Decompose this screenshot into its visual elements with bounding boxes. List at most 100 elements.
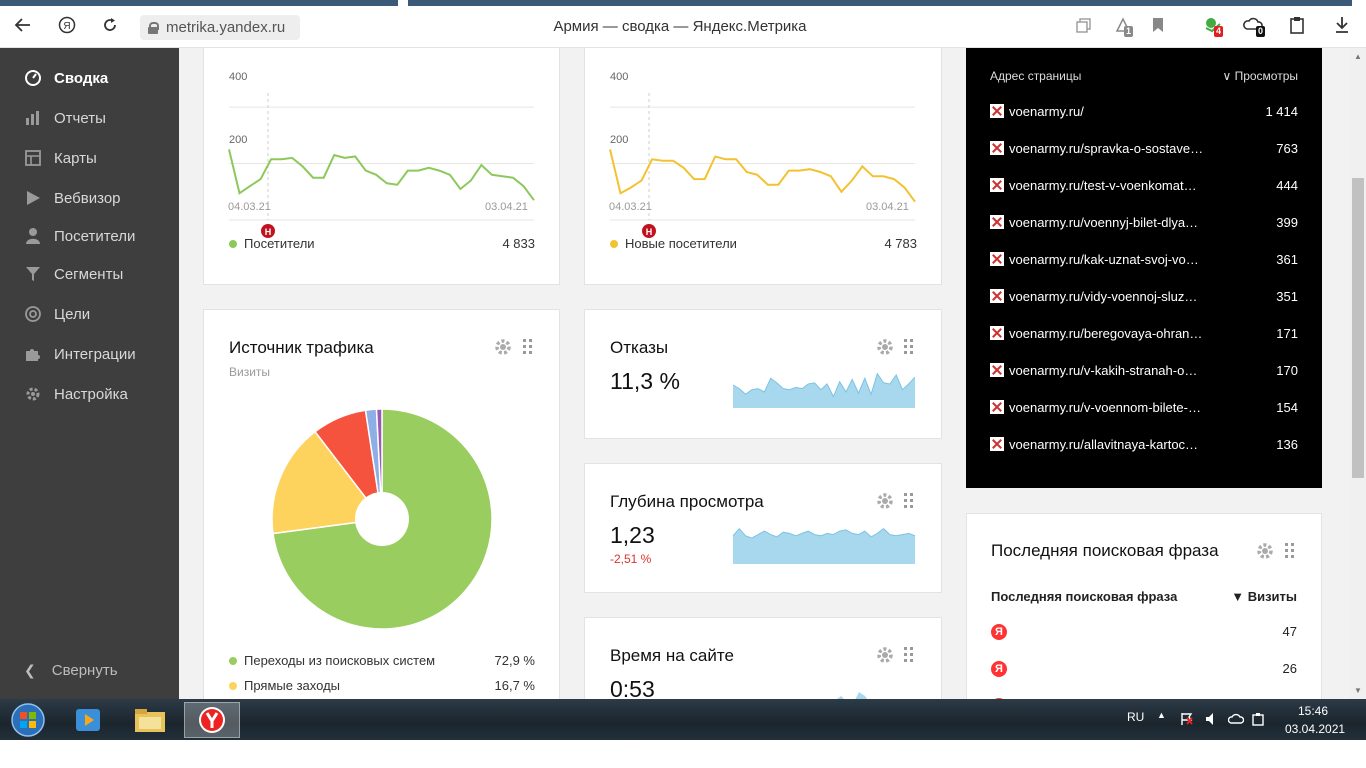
gear-icon[interactable] — [876, 492, 894, 510]
table-row[interactable]: voenarmy.ru/beregovaya-ohran… 171 — [990, 324, 1298, 342]
volume-icon[interactable] — [1205, 712, 1219, 726]
drag-handle-icon[interactable] — [904, 493, 914, 509]
table-row[interactable]: voenarmy.ru/allavitnaya-kartoc… 136 — [990, 435, 1298, 453]
sidebar-item-label: Карты — [54, 149, 97, 167]
network-icon[interactable] — [1228, 712, 1244, 726]
legend-dot — [229, 240, 237, 248]
legend-item[interactable]: Прямые заходы 16,7 % — [229, 678, 535, 693]
media-player-icon[interactable] — [60, 702, 116, 738]
page-url[interactable]: voenarmy.ru/test-v-voenkomat… — [1009, 177, 1197, 193]
reload-icon[interactable] — [99, 14, 121, 36]
popular-pages-widget: Адрес страницы ∨ Просмотры voenarmy.ru/1… — [966, 48, 1322, 488]
download-icon[interactable] — [1331, 14, 1353, 36]
address-bar[interactable]: metrika.yandex.ru — [140, 15, 300, 40]
page-url[interactable]: voenarmy.ru/vidy-voennoj-sluz… — [1009, 288, 1198, 304]
drag-handle-icon[interactable] — [904, 647, 914, 663]
sidebar-item-segments[interactable]: Сегменты — [0, 256, 179, 292]
mail-ext-icon[interactable]: 4 — [1202, 14, 1224, 37]
table-row[interactable]: voenarmy.ru/voennyj-bilet-dlya… 399 — [990, 213, 1298, 231]
table-row[interactable]: voenarmy.ru/v-kakih-stranah-o… 170 — [990, 361, 1298, 379]
x-tick-label: 03.04.21 — [485, 201, 528, 213]
column-header-page[interactable]: Адрес страницы — [990, 69, 1082, 83]
page-url[interactable]: voenarmy.ru/v-kakih-stranah-o… — [1009, 362, 1198, 378]
legend-item[interactable]: Переходы из поисковых систем 72,9 % — [229, 653, 535, 668]
pie-slice — [271, 430, 384, 535]
start-button[interactable] — [0, 702, 56, 738]
screen-bottom — [0, 740, 1366, 768]
drag-handle-icon[interactable] — [904, 339, 914, 355]
widget-title: Последняя поисковая фраза — [991, 541, 1219, 560]
page-url[interactable]: voenarmy.ru/spravka-o-sostave… — [1009, 140, 1204, 156]
widget-title: Время на сайте — [610, 646, 734, 665]
collapse-button[interactable]: ❮ Свернуть — [24, 662, 118, 679]
donut-hole — [355, 492, 409, 546]
sidebar-item-goals[interactable]: Цели — [0, 296, 179, 332]
language-indicator[interactable]: RU — [1127, 710, 1145, 724]
sidebar-item-settings[interactable]: Настройка — [0, 376, 179, 412]
clock-time[interactable]: 15:46 — [1298, 704, 1329, 718]
page-url[interactable]: voenarmy.ru/beregovaya-ohran… — [1009, 325, 1203, 341]
bookmark-icon[interactable] — [1147, 14, 1169, 36]
column-header-visits[interactable]: ▼ Визиты — [1231, 589, 1297, 604]
flag-icon[interactable] — [1180, 712, 1194, 726]
power-icon[interactable] — [1251, 712, 1265, 726]
sidebar-item-label: Интеграции — [54, 345, 136, 363]
table-row[interactable]: Я 47 — [991, 623, 1297, 640]
scrollbar-thumb[interactable] — [1352, 178, 1364, 478]
page-url[interactable]: voenarmy.ru/v-voennom-bilete-… — [1009, 399, 1201, 415]
column-header-phrase[interactable]: Последняя поисковая фраза — [991, 589, 1178, 604]
page-favicon-icon — [990, 437, 1004, 451]
sidebar-item-visitors[interactable]: Посетители — [0, 218, 179, 254]
tabs-icon[interactable] — [1073, 14, 1095, 36]
sidebar-item-reports[interactable]: Отчеты — [0, 100, 179, 136]
scroll-down-icon[interactable]: ▼ — [1354, 686, 1362, 695]
back-icon[interactable] — [12, 14, 34, 36]
ext-badge: 0 — [1256, 26, 1266, 37]
explorer-icon[interactable] — [122, 702, 178, 738]
page-favicon-icon — [990, 215, 1004, 229]
column-header-views[interactable]: ∨ Просмотры — [1222, 69, 1298, 83]
sidebar-item-webvisor[interactable]: Вебвизор — [0, 180, 179, 216]
gear-icon[interactable] — [494, 338, 512, 356]
table-header: Последняя поисковая фраза ▼ Визиты — [991, 589, 1297, 604]
ext-icon[interactable]: 1 — [1112, 14, 1134, 37]
scroll-up-icon[interactable]: ▲ — [1354, 52, 1362, 61]
legend-item[interactable]: Посетители 4 833 — [229, 236, 535, 251]
table-row[interactable]: voenarmy.ru/vidy-voennoj-sluz… 351 — [990, 287, 1298, 305]
holiday-marker-label: Н — [265, 227, 272, 237]
drag-handle-icon[interactable] — [523, 339, 533, 355]
sidebar-item-integrations[interactable]: Интеграции — [0, 336, 179, 372]
gear-icon[interactable] — [876, 646, 894, 664]
page-url[interactable]: voenarmy.ru/voennyj-bilet-dlya… — [1009, 214, 1199, 230]
new-visitors-widget: Н 400 200 04.03.21 03.04.21 Новые посети… — [584, 48, 942, 285]
legend-item[interactable]: Новые посетители 4 783 — [610, 236, 917, 251]
yandex-browser-taskbar-icon[interactable] — [184, 702, 240, 738]
table-row[interactable]: voenarmy.ru/kak-uznat-svoj-vo… 361 — [990, 250, 1298, 268]
sidebar-item-label: Настройка — [54, 385, 128, 403]
page-url[interactable]: voenarmy.ru/ — [1009, 103, 1084, 119]
yandex-logo-icon[interactable]: Я — [56, 14, 78, 36]
y-tick-label: 400 — [229, 71, 248, 83]
gear-icon[interactable] — [1256, 542, 1274, 560]
page-scrollbar[interactable]: ▲ ▼ — [1350, 48, 1366, 699]
table-row[interactable]: Я — [991, 697, 1297, 699]
table-row[interactable]: voenarmy.ru/spravka-o-sostave… 763 — [990, 139, 1298, 157]
page-url[interactable]: voenarmy.ru/allavitnaya-kartoc… — [1009, 436, 1199, 452]
table-row[interactable]: Я 26 — [991, 660, 1297, 677]
page-url[interactable]: voenarmy.ru/kak-uznat-svoj-vo… — [1009, 251, 1199, 267]
page-views: 763 — [1276, 140, 1298, 156]
drag-handle-icon[interactable] — [1285, 543, 1295, 559]
clipboard-icon[interactable] — [1286, 14, 1308, 36]
table-row[interactable]: voenarmy.ru/test-v-voenkomat… 444 — [990, 176, 1298, 194]
yandex-icon: Я — [991, 624, 1007, 640]
clock-date[interactable]: 03.04.2021 — [1285, 722, 1346, 736]
cloud-ext-icon[interactable]: 0 — [1242, 14, 1266, 37]
table-row[interactable]: voenarmy.ru/1 414 — [990, 102, 1298, 120]
sidebar-item-label: Посетители — [54, 227, 136, 245]
sidebar-item-summary[interactable]: Сводка — [0, 60, 179, 96]
gear-icon[interactable] — [876, 338, 894, 356]
widget-subtitle: Визиты — [229, 365, 271, 379]
sidebar-item-maps[interactable]: Карты — [0, 140, 179, 176]
tray-expand-icon[interactable]: ▲ — [1157, 710, 1166, 720]
table-row[interactable]: voenarmy.ru/v-voennom-bilete-… 154 — [990, 398, 1298, 416]
